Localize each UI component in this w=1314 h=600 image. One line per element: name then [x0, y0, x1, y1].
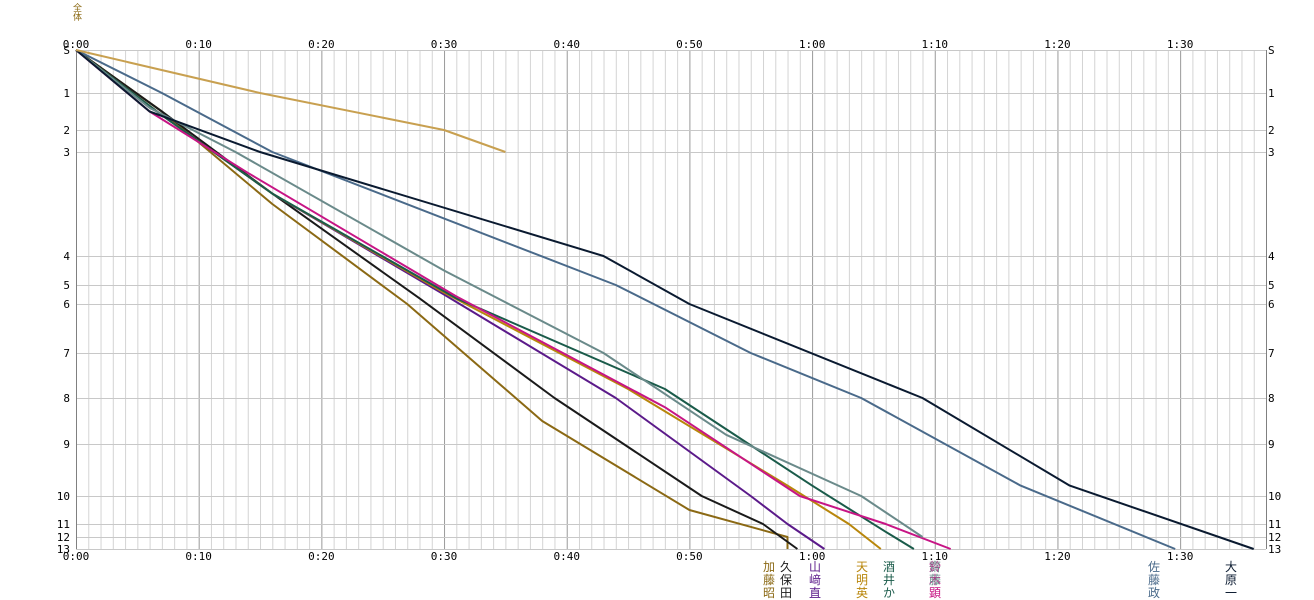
series-lines — [75, 49, 1255, 550]
series-name-char: 鈴 — [929, 559, 941, 574]
series-name-char: 保 — [780, 573, 792, 587]
y-tick-label-left: 1 — [63, 87, 70, 100]
series-name-char: 明 — [856, 573, 868, 587]
series-name-char: 齋 — [929, 559, 941, 574]
x-tick-label-top: 1:00 — [799, 38, 826, 51]
series-line — [75, 49, 924, 538]
x-tick-label-bottom: 1:30 — [1167, 550, 1194, 563]
y-tick-label-right: 1 — [1268, 87, 1275, 100]
y-tick-label-left: 6 — [63, 298, 70, 311]
y-tick-label-right: 7 — [1268, 347, 1275, 360]
x-tick-label-bottom: 1:20 — [1044, 550, 1071, 563]
x-tick-label-bottom: 0:50 — [676, 550, 703, 563]
series-line — [75, 49, 506, 153]
series-name-char: 顕 — [929, 586, 941, 600]
x-tick-label-top: 0:00 — [63, 38, 90, 51]
x-tick-label-bottom: 0:00 — [63, 550, 90, 563]
y-tick-label-left: 7 — [63, 347, 70, 360]
series-name-char: 久 — [780, 560, 792, 574]
series-name-char: 藤 — [929, 573, 941, 587]
x-tick-label-top: 1:10 — [922, 38, 949, 51]
x-tick-label-bottom: 0:40 — [553, 550, 580, 563]
series-line — [75, 49, 1255, 550]
top-label: 全体 — [71, 2, 82, 22]
x-tick-label-bottom: 0:20 — [308, 550, 335, 563]
series-name-char: 大 — [1225, 560, 1237, 574]
series-name-char: 一 — [1225, 586, 1237, 600]
series-name-char: 天 — [856, 560, 868, 574]
y-tick-label-left: 2 — [63, 124, 70, 137]
axis-ticks: 0:00 0:00 0:10 0:10 0:20 0:20 0:30 0:30 0:40 0:40… — [57, 38, 1282, 563]
series-name-char: 田 — [780, 586, 792, 600]
series-line — [75, 49, 952, 550]
x-tick-label-top: 0:20 — [308, 38, 335, 51]
x-tick-label-top: 0:50 — [676, 38, 703, 51]
y-tick-label-left: 3 — [63, 146, 70, 159]
y-tick-label-right: 5 — [1268, 279, 1275, 292]
y-tick-label-right: 4 — [1268, 250, 1275, 263]
y-tick-label-right: 8 — [1268, 392, 1275, 405]
series-name-char: 井 — [883, 573, 895, 587]
y-tick-label-right: 9 — [1268, 438, 1275, 451]
y-tick-label-left: 4 — [63, 250, 70, 263]
series-name-char: 英 — [856, 586, 868, 600]
series-name-char: 藤 — [1148, 573, 1160, 587]
x-tick-label-top: 0:40 — [553, 38, 580, 51]
series-name-char: 山 — [809, 560, 821, 574]
series-name-char: 藤 — [763, 573, 775, 587]
y-tick-label-right: 6 — [1268, 298, 1275, 311]
y-tick-label-right: 3 — [1268, 146, 1275, 159]
series-name-char: か — [883, 586, 895, 600]
y-tick-label-left: 11 — [57, 518, 70, 531]
x-tick-label-bottom: 1:10 — [922, 550, 949, 563]
y-tick-label-left: 12 — [57, 531, 70, 544]
y-tick-label-left: 9 — [63, 438, 70, 451]
y-tick-label-left: 13 — [57, 543, 70, 556]
x-tick-label-top: 1:30 — [1167, 38, 1194, 51]
x-tick-label-bottom: 0:30 — [431, 550, 458, 563]
y-tick-label-right: 11 — [1268, 518, 1281, 531]
series-name-char: 加 — [763, 560, 775, 574]
series-name-char: 木 — [929, 573, 941, 587]
x-tick-label-bottom: 0:10 — [185, 550, 212, 563]
y-tick-label-right: S — [1268, 44, 1275, 57]
series-name-char: 酒 — [883, 560, 895, 574]
series-line — [75, 49, 789, 549]
x-tick-label-top: 0:10 — [185, 38, 212, 51]
series-line — [75, 49, 798, 550]
y-tick-label-left: 5 — [63, 279, 70, 292]
series-line — [75, 49, 915, 550]
series-line — [75, 49, 1176, 550]
series-line — [75, 49, 882, 550]
y-tick-label-left: S — [63, 44, 70, 57]
series-name-char: 﨑 — [809, 572, 821, 587]
y-tick-label-left: 8 — [63, 392, 70, 405]
y-tick-label-right: 12 — [1268, 531, 1281, 544]
series-name-char: 原 — [1225, 573, 1237, 587]
x-tick-label-bottom: 1:00 — [799, 550, 826, 563]
y-tick-label-right: 10 — [1268, 490, 1281, 503]
x-tick-label-top: 1:20 — [1044, 38, 1071, 51]
y-tick-label-right: 13 — [1268, 543, 1281, 556]
series-name-char: 直 — [809, 586, 821, 600]
y-tick-label-left: 10 — [57, 490, 70, 503]
x-tick-label-top: 0:30 — [431, 38, 458, 51]
series-name-char: 佐 — [1148, 560, 1160, 574]
y-tick-label-right: 2 — [1268, 124, 1275, 137]
series-name-char: 昭 — [763, 586, 775, 600]
series-name-char: 政 — [1148, 586, 1160, 600]
